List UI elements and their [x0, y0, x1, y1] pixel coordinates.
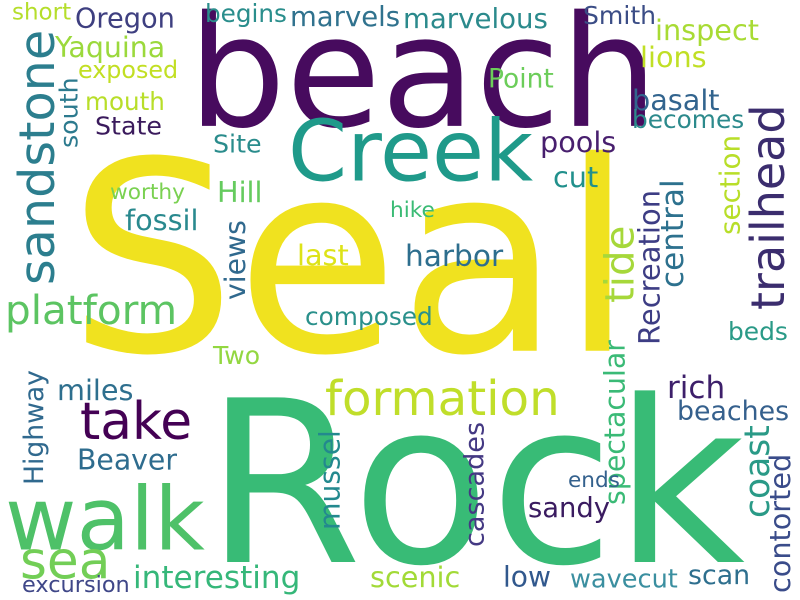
word-recreation: Recreation	[632, 189, 667, 345]
word-seal: Seal	[68, 105, 635, 414]
word-pools: pools	[540, 125, 617, 160]
word-worthy: worthy	[110, 180, 186, 206]
word-highway: Highway	[19, 370, 51, 485]
word-becomes: becomes	[632, 105, 745, 135]
word-harbor: harbor	[405, 239, 504, 274]
word-point: Point	[488, 63, 554, 95]
word-sandy: sandy	[528, 492, 611, 524]
word-yaquina: Yaquina	[55, 30, 166, 64]
word-mouth: mouth	[85, 87, 165, 117]
word-mussel: mussel	[313, 430, 347, 530]
word-south: south	[54, 77, 84, 148]
word-cascades: cascades	[459, 421, 491, 547]
word-views: views	[218, 220, 252, 300]
word-hike: hike	[390, 198, 435, 224]
word-scenic: scenic	[370, 560, 461, 595]
word-interesting: interesting	[133, 559, 301, 596]
word-rock: Rock	[205, 353, 746, 600]
word-contorted: contorted	[763, 453, 798, 593]
word-beaver: Beaver	[77, 443, 177, 477]
word-beaches: beaches	[677, 396, 790, 428]
word-two: Two	[213, 340, 261, 370]
word-wavecut: wavecut	[570, 564, 678, 595]
word-basalt: basalt	[632, 83, 720, 118]
word-oregon: Oregon	[75, 3, 175, 35]
word-composed: composed	[305, 302, 433, 332]
word-section: section	[713, 134, 747, 235]
word-lions: lions	[640, 40, 707, 75]
word-walk: walk	[5, 468, 205, 571]
word-cut: cut	[553, 160, 599, 195]
word-beach: beach	[188, 0, 659, 163]
word-short: short	[12, 0, 72, 26]
word-platform: platform	[5, 285, 178, 334]
word-creek: Creek	[288, 101, 534, 201]
word-site: Site	[213, 129, 262, 159]
word-miles: miles	[57, 373, 134, 408]
word-begins: begins	[205, 0, 287, 29]
word-ends: ends	[568, 468, 620, 494]
word-excursion: excursion	[22, 571, 130, 598]
word-marvelous: marvelous	[403, 2, 548, 36]
word-beds: beds	[728, 317, 788, 347]
word-exposed: exposed	[78, 56, 179, 85]
word-rich: rich	[667, 369, 726, 406]
word-hill: Hill	[217, 175, 263, 210]
word-take: take	[80, 392, 193, 453]
word-inspect: inspect	[655, 13, 759, 48]
word-sea: sea	[20, 531, 111, 592]
word-smith: Smith	[583, 0, 657, 30]
word-marvels: marvels	[290, 0, 401, 33]
word-scan: scan	[688, 560, 751, 592]
word-last: last	[297, 238, 349, 273]
word-fossil: fossil	[125, 203, 199, 238]
word-low: low	[503, 560, 551, 594]
word-state: State	[95, 111, 162, 141]
word-sandstone: sandstone	[7, 29, 66, 285]
word-trailhead: trailhead	[741, 104, 795, 310]
word-formation: formation	[325, 370, 560, 427]
